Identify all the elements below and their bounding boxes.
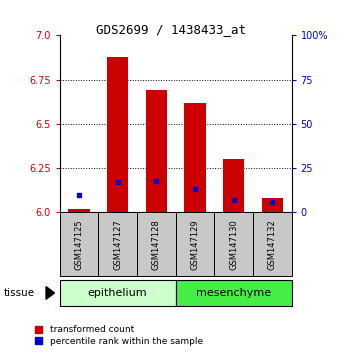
Bar xyxy=(68,209,90,212)
Text: GSM147132: GSM147132 xyxy=(268,219,277,270)
FancyBboxPatch shape xyxy=(176,212,214,276)
Text: epithelium: epithelium xyxy=(88,288,147,298)
Text: GSM147127: GSM147127 xyxy=(113,219,122,270)
Text: GSM147129: GSM147129 xyxy=(190,219,199,270)
Bar xyxy=(184,103,206,212)
Text: GSM147125: GSM147125 xyxy=(74,219,84,270)
Text: tissue: tissue xyxy=(3,288,34,298)
Bar xyxy=(107,57,128,212)
FancyBboxPatch shape xyxy=(137,212,176,276)
FancyBboxPatch shape xyxy=(214,212,253,276)
FancyBboxPatch shape xyxy=(60,212,98,276)
Bar xyxy=(146,90,167,212)
Text: GDS2699 / 1438433_at: GDS2699 / 1438433_at xyxy=(95,23,246,36)
Text: GSM147128: GSM147128 xyxy=(152,219,161,270)
Text: GSM147130: GSM147130 xyxy=(229,219,238,270)
Bar xyxy=(223,159,244,212)
Legend: transformed count, percentile rank within the sample: transformed count, percentile rank withi… xyxy=(35,325,203,346)
Bar xyxy=(262,198,283,212)
Text: mesenchyme: mesenchyme xyxy=(196,288,271,298)
FancyBboxPatch shape xyxy=(98,212,137,276)
FancyBboxPatch shape xyxy=(253,212,292,276)
Polygon shape xyxy=(46,287,55,299)
FancyBboxPatch shape xyxy=(176,280,292,306)
FancyBboxPatch shape xyxy=(60,280,176,306)
